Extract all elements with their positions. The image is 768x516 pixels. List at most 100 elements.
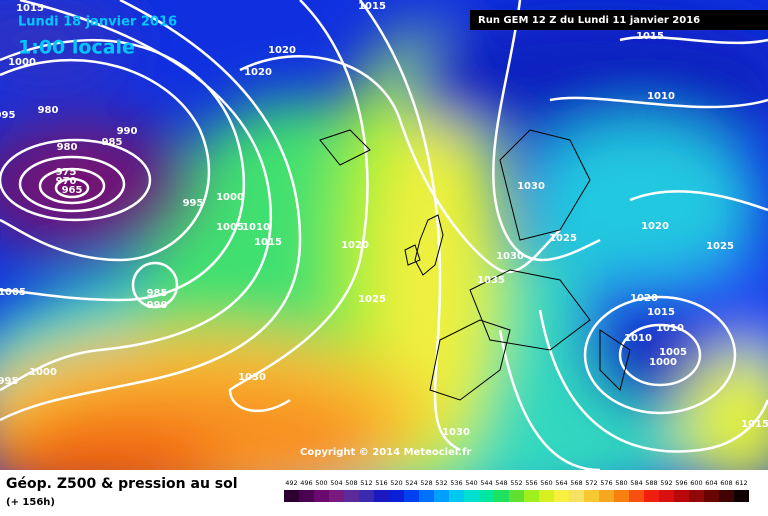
isobar-label: 965: [62, 185, 83, 196]
legend-swatch: [359, 490, 374, 502]
legend-label: 516: [375, 479, 387, 487]
isobar-label: 995: [183, 198, 204, 209]
isobar-label: 1020: [244, 67, 272, 78]
legend-swatch: [539, 490, 554, 502]
legend-label: 600: [690, 479, 702, 487]
legend-label: 536: [450, 479, 462, 487]
legend-swatch: [704, 490, 719, 502]
legend-label: 576: [600, 479, 612, 487]
legend-label: 568: [570, 479, 582, 487]
legend-label: 504: [330, 479, 342, 487]
legend-swatch: [659, 490, 674, 502]
run-info: Run GEM 12 Z du Lundi 11 janvier 2016: [478, 15, 700, 26]
isobar-label: 1015: [358, 1, 386, 12]
legend-label: 548: [495, 479, 507, 487]
legend-swatch: [644, 490, 659, 502]
isobar-label: 1000: [216, 192, 244, 203]
isobar-label: 985: [147, 288, 168, 299]
legend-swatch: [344, 490, 359, 502]
legend-label: 592: [660, 479, 672, 487]
isobar-label: 1025: [706, 241, 734, 252]
isobar-label: 1030: [238, 372, 266, 383]
isobar-label: 1000: [8, 57, 36, 68]
legend-swatch: [599, 490, 614, 502]
isobar-label: 1010: [624, 333, 652, 344]
legend-label: 508: [345, 479, 357, 487]
legend-label: 500: [315, 479, 327, 487]
legend-swatch: [524, 490, 539, 502]
isobar-label: 975: [56, 167, 77, 178]
isobar-label: 1020: [630, 293, 658, 304]
legend-swatch: [614, 490, 629, 502]
legend-label: 556: [525, 479, 537, 487]
legend-swatch: [734, 490, 749, 502]
isobar-label: 1005: [659, 347, 687, 358]
isobar-label: 1005: [216, 222, 244, 233]
legend-label: 564: [555, 479, 567, 487]
isobar-label: 995: [0, 376, 18, 387]
legend-label: 552: [510, 479, 522, 487]
color-legend: 492 496 500 504 508 512 516 520 524 528 532 536 540 5…: [284, 479, 749, 502]
isobar-label: 1010: [242, 222, 270, 233]
isobar-label: 1015: [647, 307, 675, 318]
isobar-label: 980: [38, 105, 59, 116]
legend-label: 492: [285, 479, 297, 487]
legend-swatch: [719, 490, 734, 502]
isobar-label: 1000: [649, 357, 677, 368]
isobar-label: 1000: [29, 367, 57, 378]
legend-swatch: [629, 490, 644, 502]
isobar-label: 1025: [358, 294, 386, 305]
legend-swatch: [464, 490, 479, 502]
forecast-time: 1:00 locale: [18, 37, 135, 59]
legend-swatch: [509, 490, 524, 502]
legend-swatch: [314, 490, 329, 502]
legend-swatch: [329, 490, 344, 502]
legend-swatch: [479, 490, 494, 502]
isobar-label: 980: [57, 142, 78, 153]
legend-swatch: [584, 490, 599, 502]
legend-label: 604: [705, 479, 717, 487]
legend-label: 524: [405, 479, 417, 487]
legend-swatch: [569, 490, 584, 502]
isobar-label: 1005: [0, 287, 26, 298]
legend-label: 580: [615, 479, 627, 487]
isobar-label: 1010: [656, 323, 684, 334]
legend-label: 496: [300, 479, 312, 487]
isobar-label: 1015: [16, 3, 44, 14]
isobar-label: 1030: [496, 251, 524, 262]
isobar-label: 1020: [341, 240, 369, 251]
isobar-label: 1015: [636, 31, 664, 42]
legend-swatch: [389, 490, 404, 502]
legend-label: 528: [420, 479, 432, 487]
legend-label: 512: [360, 479, 372, 487]
legend-label: 588: [645, 479, 657, 487]
legend-swatch: [689, 490, 704, 502]
legend-label: 544: [480, 479, 492, 487]
legend-swatch: [449, 490, 464, 502]
legend-swatch: [434, 490, 449, 502]
legend-label: 584: [630, 479, 642, 487]
isobar-label: 970: [56, 176, 77, 187]
legend-label: 612: [735, 479, 747, 487]
isobar-label: 1025: [549, 233, 577, 244]
coastlines: [319, 129, 631, 401]
run-box: [470, 10, 768, 30]
legend-swatch: [494, 490, 509, 502]
isobar-label: 1030: [442, 427, 470, 438]
legend-swatch: [554, 490, 569, 502]
legend-label: 608: [720, 479, 732, 487]
legend-swatch: [674, 490, 689, 502]
legend-label: 596: [675, 479, 687, 487]
legend-swatch: [284, 490, 299, 502]
copyright: Copyright © 2014 Meteociel.fr: [300, 447, 471, 458]
legend-swatch: [374, 490, 389, 502]
legend-swatch: [299, 490, 314, 502]
isobar-label: 990: [117, 126, 138, 137]
isobar-label: 990: [147, 300, 168, 311]
isobar-label: 985: [102, 137, 123, 148]
isobar-label: 1030: [517, 181, 545, 192]
legend-label: 560: [540, 479, 552, 487]
